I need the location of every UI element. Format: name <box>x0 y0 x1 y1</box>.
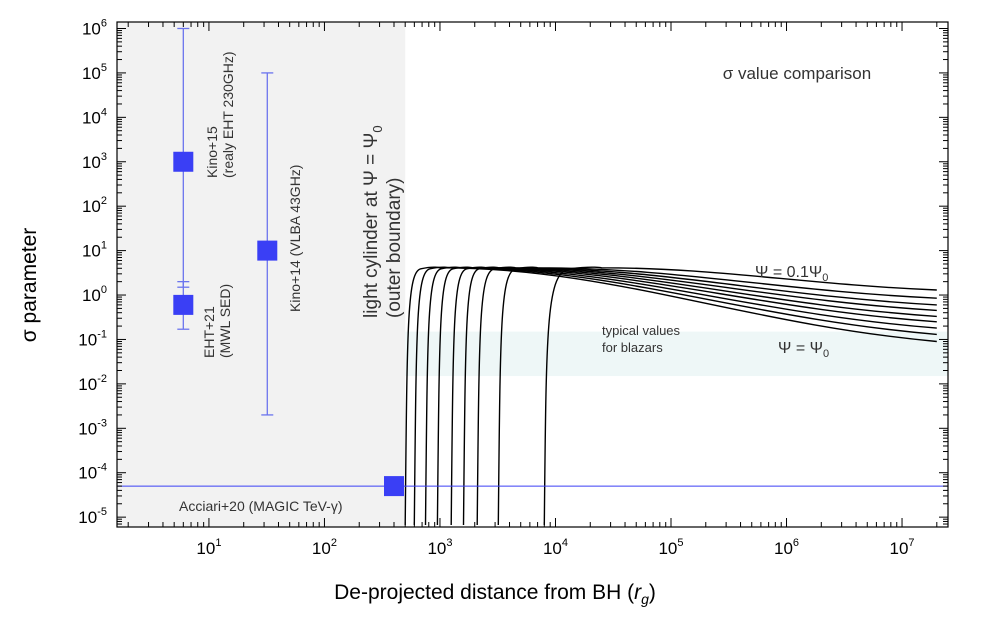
data-points <box>117 27 948 497</box>
y-tick-label: 10-5 <box>78 506 107 527</box>
svg-text:EHT+21: EHT+21 <box>201 306 217 358</box>
x-tick-label: 106 <box>774 537 799 558</box>
kino15-marker <box>173 151 194 172</box>
x-tick-label: 104 <box>543 537 568 558</box>
x-tick-label: 103 <box>427 537 452 558</box>
svg-text:Kino+15: Kino+15 <box>204 126 220 178</box>
psi-curve <box>543 266 937 526</box>
svg-text:(outer boundary): (outer boundary) <box>384 178 405 318</box>
blazar-label-line2: for blazars <box>602 340 663 355</box>
y-tick-label: 101 <box>82 240 107 261</box>
x-tick-label: 102 <box>312 537 337 558</box>
y-tick-label: 103 <box>82 151 107 172</box>
axis-ticks <box>117 22 948 528</box>
blazar-band <box>405 331 948 377</box>
y-tick-label: 10-4 <box>78 462 107 483</box>
y-tick-label: 106 <box>82 17 107 38</box>
kino14-label: Kino+14 (VLBA 43GHz) <box>287 165 303 312</box>
svg-text:light cylinder at Ψ = Ψ0: light cylinder at Ψ = Ψ0 <box>361 125 385 318</box>
eht21-label: EHT+21 (MWL SED) <box>201 284 233 358</box>
kino14-marker <box>257 240 278 261</box>
y-tick-label: 100 <box>82 284 107 305</box>
x-tick-label: 107 <box>890 537 915 558</box>
acciari20-marker <box>384 476 404 497</box>
kino15-label: Kino+15 (realy EHT 230GHz) <box>204 51 236 178</box>
light-cylinder-label: light cylinder at Ψ = Ψ0 (outer boundary… <box>361 125 405 318</box>
psi-curve <box>476 266 937 526</box>
x-tick-label: 101 <box>196 537 221 558</box>
psi-curve <box>497 266 937 526</box>
svg-text:(realy EHT 230GHz): (realy EHT 230GHz) <box>220 51 236 178</box>
y-axis-title: σ parameter <box>18 228 41 343</box>
y-tick-label: 104 <box>82 106 107 127</box>
x-tick-label: 105 <box>658 537 683 558</box>
tick-labels: 101 102 103 104 105 106 107 10-5 10-4 10-3 10-2 10-… <box>78 17 914 558</box>
y-tick-label: 10-3 <box>78 417 107 438</box>
chart-title: σ value comparison <box>723 64 871 83</box>
eht21-marker <box>173 294 194 315</box>
shaded-region <box>117 22 406 527</box>
plot-frame <box>116 21 949 528</box>
acciari20-label: Acciari+20 (MAGIC TeV-γ) <box>179 498 343 514</box>
y-tick-label: 105 <box>82 62 107 83</box>
blazar-label-line1: typical values <box>602 323 681 338</box>
x-axis-title: De-projected distance from BH (rg) <box>334 581 656 607</box>
y-tick-label: 10-2 <box>78 373 107 394</box>
svg-text:Kino+14 (VLBA 43GHz): Kino+14 (VLBA 43GHz) <box>287 165 303 312</box>
y-tick-label: 10-1 <box>78 328 107 349</box>
psi-curves <box>404 266 937 526</box>
psi-bottom-label: Ψ = Ψ0 <box>778 340 829 360</box>
y-tick-label: 102 <box>82 195 107 216</box>
svg-text:(MWL SED): (MWL SED) <box>217 284 233 358</box>
psi-top-label: Ψ = 0.1Ψ0 <box>755 264 828 284</box>
